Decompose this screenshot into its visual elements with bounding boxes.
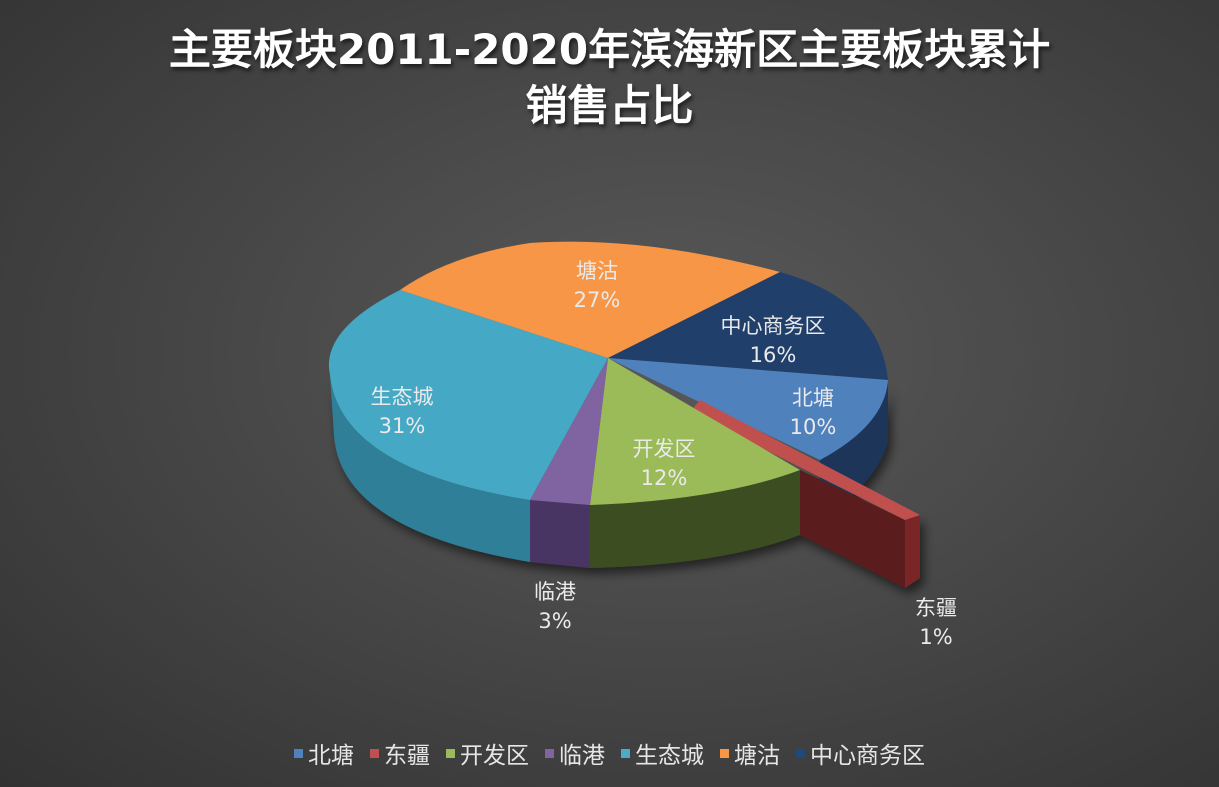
data-label-tanggu: 塘沽 27% xyxy=(574,257,621,315)
slice-zhongxinshangwuqu xyxy=(608,272,888,380)
slice-dongjiang xyxy=(690,400,920,520)
legend-label: 东疆 xyxy=(384,743,430,769)
data-label-shengtaicheng: 生态城 31% xyxy=(371,383,434,441)
chart-title-line2: 销售占比 xyxy=(525,81,694,130)
label-pct: 10% xyxy=(789,415,837,439)
chart-title-line1: 主要板块2011-2020年滨海新区主要板块累计 xyxy=(168,25,1051,74)
legend-item-zhongxinshangwuqu[interactable]: 中心商务区 xyxy=(796,736,925,770)
legend-label: 塘沽 xyxy=(734,743,780,769)
label-name: 开发区 xyxy=(632,437,696,461)
legend-item-beitang[interactable]: 北塘 xyxy=(294,736,354,770)
label-pct: 3% xyxy=(538,609,572,633)
slice-shengtaicheng xyxy=(328,290,608,500)
data-label-kaifaqu: 开发区 12% xyxy=(633,435,696,493)
legend-swatch xyxy=(720,748,729,758)
label-name: 生态城 xyxy=(370,385,434,409)
slice-end-dongjiang xyxy=(905,515,920,588)
legend-swatch xyxy=(446,748,455,758)
legend-label: 中心商务区 xyxy=(810,743,925,769)
label-name: 东疆 xyxy=(915,596,957,620)
label-pct: 1% xyxy=(919,625,953,649)
slice-side-lingang xyxy=(530,500,590,568)
label-name: 中心商务区 xyxy=(720,314,826,338)
legend-label: 生态城 xyxy=(635,743,704,769)
data-label-dongjiang: 东疆 1% xyxy=(915,594,957,652)
label-name: 北塘 xyxy=(792,386,834,410)
label-pct: 12% xyxy=(640,466,688,490)
data-label-zhongxinshangwuqu: 中心商务区 16% xyxy=(721,312,826,370)
legend-item-dongjiang[interactable]: 东疆 xyxy=(370,736,430,770)
legend-swatch xyxy=(294,748,303,758)
slice-tanggu xyxy=(400,241,780,358)
chart-title: 主要板块2011-2020年滨海新区主要板块累计 销售占比 xyxy=(0,22,1219,134)
label-name: 临港 xyxy=(534,580,576,604)
slice-side-dongjiang xyxy=(800,470,905,588)
legend-swatch xyxy=(796,748,805,758)
data-label-lingang: 临港 3% xyxy=(534,578,576,636)
slice-side-kaifaqu xyxy=(590,470,800,568)
legend-label: 临港 xyxy=(559,743,605,769)
label-pct: 27% xyxy=(573,288,621,312)
legend: 北塘 东疆 开发区 临港 生态城 塘沽 中心商务区 xyxy=(0,736,1219,770)
slice-side-shengtaicheng xyxy=(330,375,530,562)
data-label-beitang: 北塘 10% xyxy=(790,384,837,442)
label-name: 塘沽 xyxy=(576,259,618,283)
legend-item-kaifaqu[interactable]: 开发区 xyxy=(446,736,529,770)
legend-item-shengtaicheng[interactable]: 生态城 xyxy=(621,736,704,770)
legend-item-lingang[interactable]: 临港 xyxy=(545,736,605,770)
legend-swatch xyxy=(370,748,379,758)
legend-item-tanggu[interactable]: 塘沽 xyxy=(720,736,780,770)
slice-beitang xyxy=(608,358,888,460)
slice-lingang xyxy=(530,358,608,505)
pie-tops xyxy=(328,241,920,520)
legend-label: 北塘 xyxy=(308,743,354,769)
slice-kaifaqu xyxy=(590,358,800,505)
label-pct: 16% xyxy=(749,343,797,367)
label-pct: 31% xyxy=(378,414,426,438)
legend-label: 开发区 xyxy=(460,743,529,769)
legend-swatch xyxy=(545,748,554,758)
legend-swatch xyxy=(621,748,630,758)
